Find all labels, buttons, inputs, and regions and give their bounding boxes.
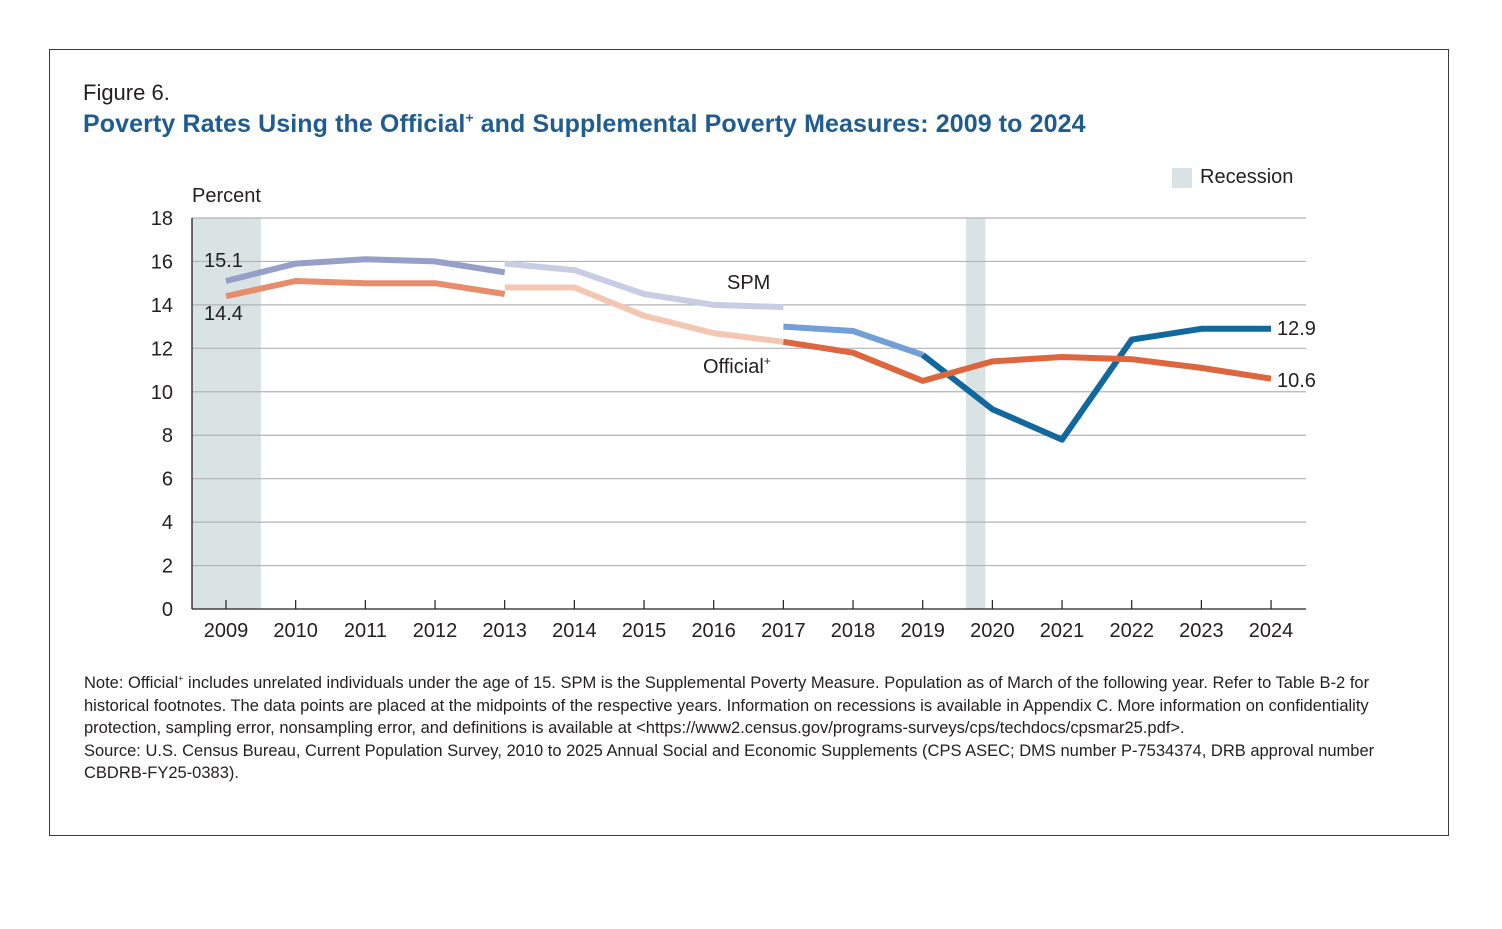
x-tick-label: 2020 (970, 620, 1015, 642)
legend-recession-label: Recession (1200, 166, 1294, 188)
x-tick-label: 2011 (344, 620, 387, 642)
title-plus-sup: + (465, 110, 474, 126)
official-series-label: Official+ (703, 354, 771, 378)
figure-frame (49, 49, 1449, 836)
figure-title: Poverty Rates Using the Official+ and Su… (83, 110, 1086, 139)
y-tick-label: 0 (162, 599, 173, 621)
official-label-sup: + (764, 354, 771, 368)
x-tick-label: 2018 (831, 620, 876, 642)
spm-line-segment-1 (225, 256, 506, 284)
y-tick-label: 4 (162, 512, 173, 534)
x-tick-label: 2019 (900, 620, 945, 642)
x-tick-label: 2015 (622, 620, 667, 642)
x-tick-label: 2024 (1249, 620, 1294, 642)
recession-band (965, 218, 986, 609)
gridlines (192, 217, 1306, 567)
spm-line-segment-2 (504, 260, 784, 311)
spm-line-segment-4 (920, 325, 1271, 443)
chart-labels: Percent SPM Official+ 15.1 14.4 12.9 10.… (192, 185, 1316, 392)
official-line-segment-1 (225, 278, 506, 300)
x-tick-label: 2014 (552, 620, 597, 642)
note-part2: includes unrelated individuals under the… (84, 674, 1370, 737)
x-tick-label: 2013 (482, 620, 527, 642)
source-text: Source: U.S. Census Bureau, Current Popu… (84, 741, 1375, 783)
official-line-segment-2 (504, 284, 784, 345)
official-start-value-label: 14.4 (204, 303, 243, 325)
x-tick-label: 2022 (1109, 620, 1154, 642)
title-part2: and Supplemental Poverty Measures: 2009 … (473, 110, 1086, 138)
legend: Recession (1172, 166, 1293, 189)
official-end-value-label: 10.6 (1277, 370, 1316, 392)
figure-label: Figure 6. (83, 80, 170, 105)
note-part1: Note: Official (84, 674, 179, 692)
y-tick-label: 14 (151, 295, 173, 317)
title-part1: Poverty Rates Using the Official (83, 110, 466, 138)
axes: 0 2 4 6 8 10 12 14 16 18 2009 2010 2011 2012 2013 2014 2… (151, 208, 1306, 642)
y-tick-label: 12 (151, 338, 173, 360)
recession-bands (192, 218, 986, 609)
spm-line-segment-3 (783, 323, 924, 358)
recession-band (192, 218, 261, 609)
y-axis-label: Percent (192, 185, 261, 207)
recession-swatch-icon (1172, 167, 1192, 188)
y-tick-label: 8 (162, 425, 173, 447)
spm-start-value-label: 15.1 (204, 250, 243, 272)
official-line-segment-3 (782, 338, 1272, 384)
x-tick-label: 2012 (413, 620, 458, 642)
x-tick-label: 2021 (1040, 620, 1085, 642)
series-lines (225, 256, 1272, 443)
x-tick-label: 2010 (273, 620, 318, 642)
note-plus-sup: + (178, 673, 184, 684)
spm-end-value-label: 12.9 (1277, 318, 1316, 340)
official-label-text: Official (703, 356, 764, 378)
y-tick-label: 16 (151, 251, 173, 273)
note-text: Note: Official+ includes unrelated indiv… (84, 672, 1424, 740)
y-tick-label: 6 (162, 469, 173, 491)
x-tick-label: 2023 (1179, 620, 1224, 642)
y-tick-label: 18 (151, 208, 173, 230)
y-tick-label: 10 (151, 382, 173, 404)
spm-series-label: SPM (727, 272, 770, 294)
x-tick-label: 2017 (761, 620, 806, 642)
figure-notes: Note: Official+ includes unrelated indiv… (84, 672, 1424, 785)
y-tick-label: 2 (162, 556, 173, 578)
x-tick-label: 2016 (691, 620, 736, 642)
x-tick-label: 2009 (204, 620, 249, 642)
